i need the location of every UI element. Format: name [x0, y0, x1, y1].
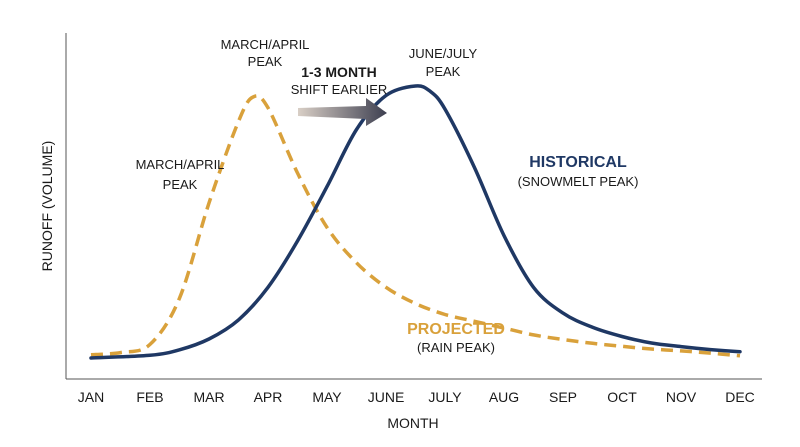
projected-peak-label-line1: MARCH/APRIL: [221, 37, 310, 52]
x-axis-title: MONTH: [387, 415, 438, 431]
x-tick-labels: JAN FEB MAR APR MAY JUNE JULY AUG SEP OCT NOV DEC: [78, 389, 755, 405]
projected-peak-label-line2: PEAK: [248, 54, 283, 69]
x-tick-label: JULY: [428, 389, 462, 405]
x-tick-label: DEC: [725, 389, 755, 405]
side-peak-label-line1: MARCH/APRIL: [136, 157, 225, 172]
historical-series-label: HISTORICAL: [529, 154, 627, 171]
x-tick-label: JAN: [78, 389, 104, 405]
y-axis-title: RUNOFF (VOLUME): [39, 141, 55, 272]
x-tick-label: SEP: [549, 389, 577, 405]
x-tick-label: AUG: [489, 389, 519, 405]
projected-series-line: [90, 94, 741, 358]
shift-label-text: SHIFT EARLIER: [291, 82, 388, 97]
x-tick-label: APR: [254, 389, 283, 405]
historical-series-line: [89, 84, 742, 360]
projected-series-label: PROJECTED: [407, 321, 505, 338]
shift-arrow: [298, 98, 387, 126]
x-tick-label: OCT: [607, 389, 637, 405]
x-tick-label: MAR: [193, 389, 224, 405]
x-tick-label: JUNE: [368, 389, 405, 405]
historical-series-sublabel: (SNOWMELT PEAK): [518, 174, 639, 189]
projected-series-sublabel: (RAIN PEAK): [417, 340, 495, 355]
series-lines: [89, 84, 742, 360]
historical-peak-label-line1: JUNE/JULY: [409, 46, 478, 61]
x-tick-label: NOV: [666, 389, 697, 405]
x-tick-label: MAY: [312, 389, 342, 405]
historical-peak-label-line2: PEAK: [426, 64, 461, 79]
side-peak-label-line2: PEAK: [163, 177, 198, 192]
shift-arrow-shape: [298, 98, 387, 126]
shift-label-bold: 1-3 MONTH: [301, 64, 376, 80]
x-tick-label: FEB: [136, 389, 163, 405]
